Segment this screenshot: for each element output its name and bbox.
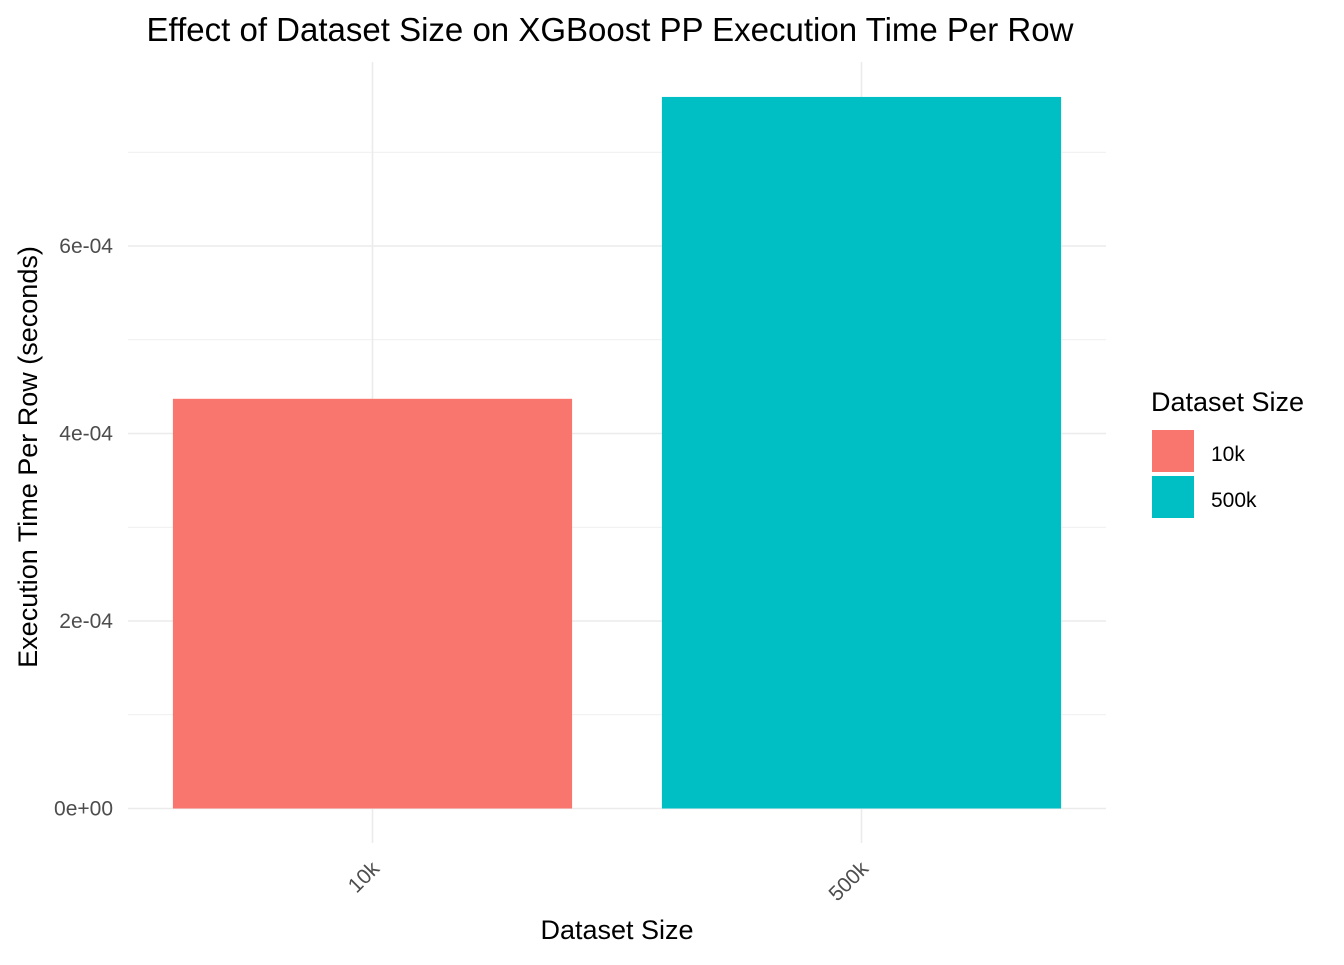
x-axis-ticks: 10k 500k	[344, 857, 874, 906]
y-tick-label: 0e+00	[54, 798, 113, 821]
y-tick-label: 6e-04	[59, 235, 113, 258]
bar-500k	[661, 96, 1062, 809]
legend-key-10k	[1152, 430, 1194, 472]
chart-title: Effect of Dataset Size on XGBoost PP Exe…	[147, 11, 1074, 48]
legend-key-500k	[1152, 476, 1194, 518]
y-axis-title: Execution Time Per Row (seconds)	[13, 246, 43, 668]
x-tick-label-10k: 10k	[344, 857, 385, 898]
bars-layer	[172, 96, 1062, 809]
legend-title: Dataset Size	[1151, 387, 1304, 417]
legend-label-10k: 10k	[1211, 443, 1245, 466]
y-axis-ticks: 0e+00 2e-04 4e-04 6e-04	[54, 235, 113, 821]
y-tick-label: 2e-04	[59, 610, 113, 633]
y-tick-label: 4e-04	[59, 423, 113, 446]
x-axis-title: Dataset Size	[540, 915, 693, 945]
x-tick-label-500k: 500k	[825, 857, 874, 906]
bar-10k	[172, 398, 573, 809]
legend-label-500k: 500k	[1211, 489, 1257, 512]
legend: Dataset Size 10k 500k	[1151, 387, 1304, 518]
